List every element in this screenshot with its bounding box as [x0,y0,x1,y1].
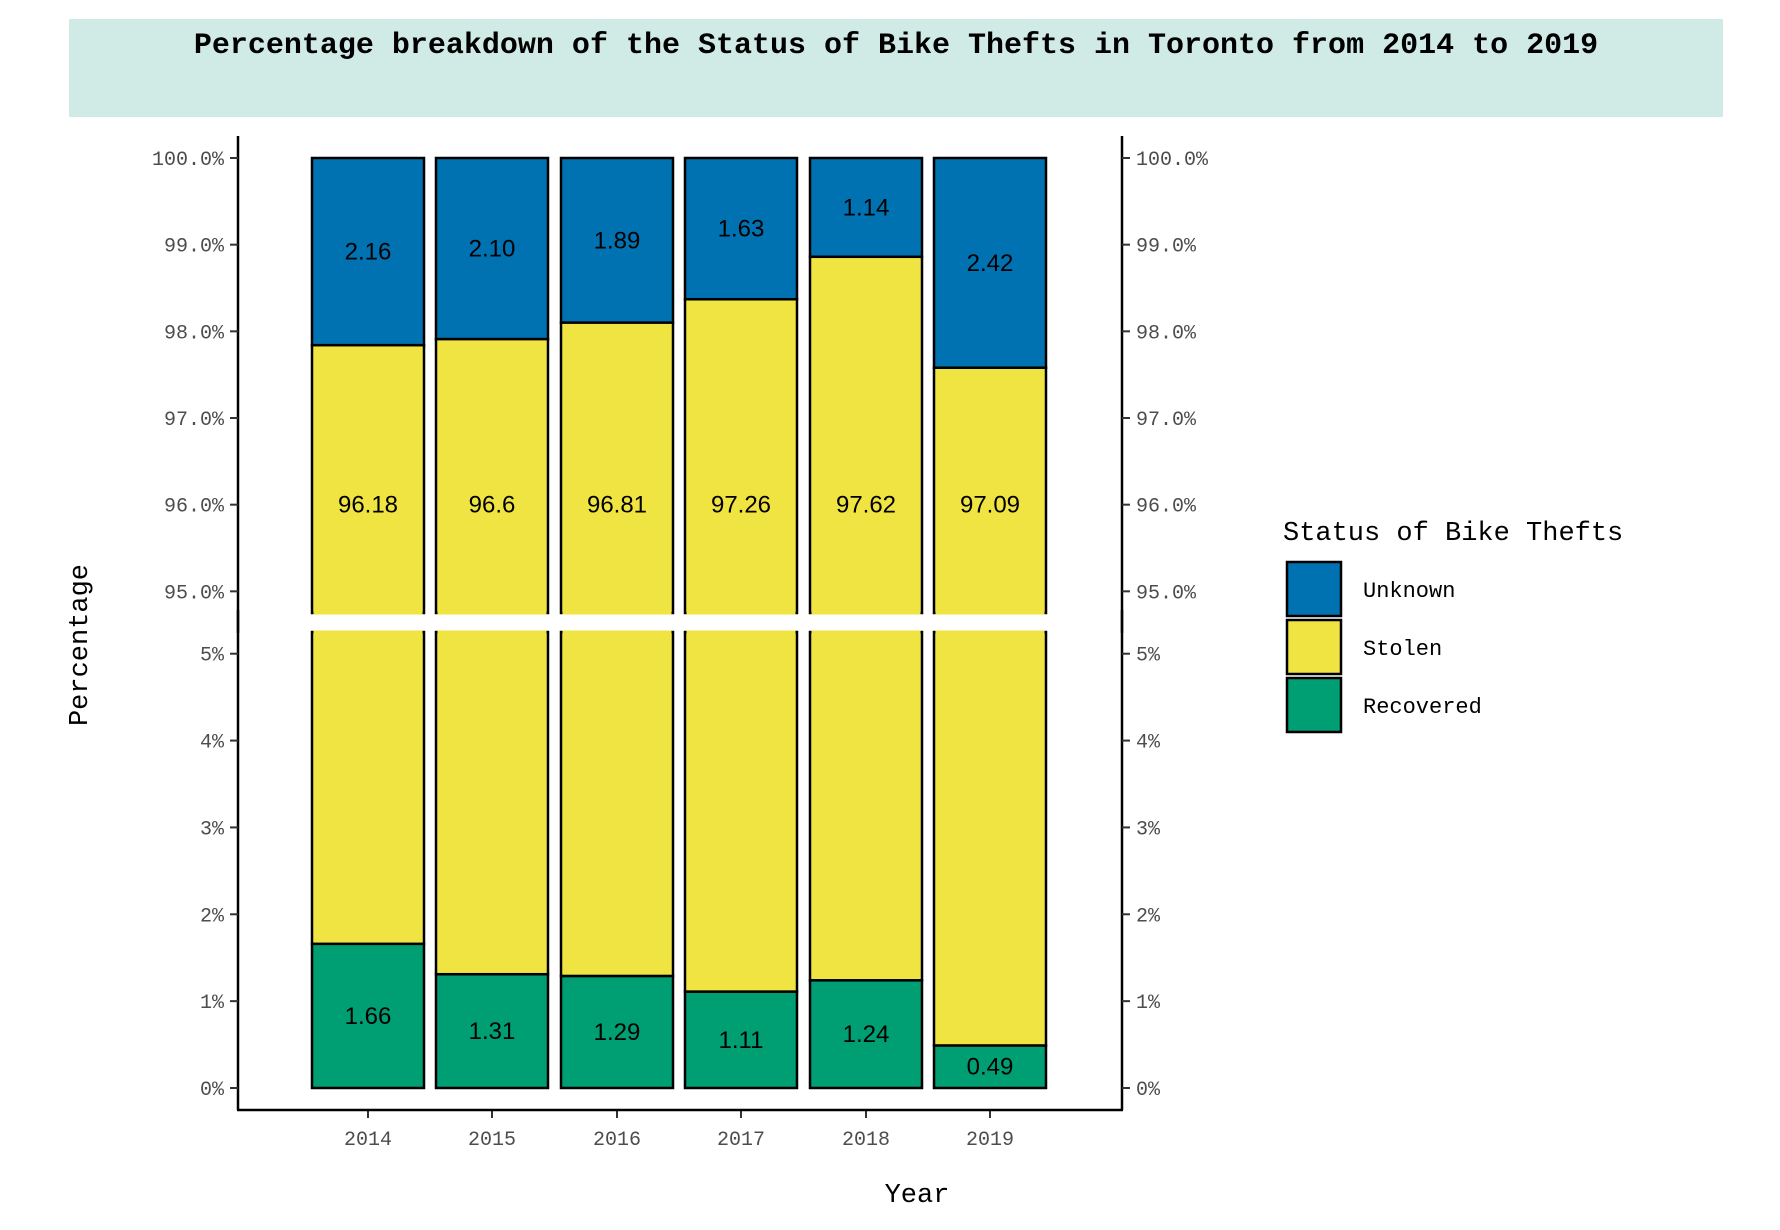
upper-right-tick-label: 98.0% [1136,322,1197,345]
label-stolen-2018: 97.62 [836,492,896,519]
label-unknown-2018: 1.14 [843,194,890,221]
lower-right-tick-label: 4% [1136,732,1161,755]
lower-left-tick-label: 0% [200,1079,225,1102]
bar-unknown-2014 [310,156,426,347]
label-stolen-2016: 96.81 [587,492,647,519]
legend-swatch-unknown [1285,560,1343,618]
label-unknown-2014: 2.16 [345,239,392,266]
bar-stolen-upper-2019 [932,366,1048,615]
bar-unknown-2017 [683,156,799,301]
lower-left-tick-label: 5% [200,645,225,668]
label-unknown-2017: 1.63 [718,216,765,243]
label-unknown-2019: 2.42 [967,250,1014,277]
legend-label-unknown: Unknown [1363,579,1455,604]
lower-left-tick-label: 3% [200,818,225,841]
label-unknown-2016: 1.89 [594,227,641,254]
lower-right-tick-label: 1% [1136,992,1161,1015]
data-labels-layer: 1.66 96.18 2.16 1.31 96.6 2.10 1.29 96.81 1.89 1.… [338,194,1020,1080]
label-stolen-2014: 96.18 [338,492,398,519]
label-recovered-2016: 1.29 [594,1019,641,1046]
upper-right-tick-label: 100.0% [1136,149,1209,172]
legend-swatch-recovered [1285,676,1343,734]
label-stolen-2019: 97.09 [960,492,1020,519]
bar-stolen-lower-2017 [683,630,799,993]
upper-right-tick-label: 99.0% [1136,236,1197,259]
label-unknown-2015: 2.10 [469,236,516,263]
lower-right-tick-label: 3% [1136,818,1161,841]
legend-swatch-stolen [1285,618,1343,676]
bar-stolen-lower-2014 [310,630,426,946]
label-recovered-2014: 1.66 [345,1003,392,1030]
lower-left-tick-label: 1% [200,992,225,1015]
bar-stolen-lower-2018 [808,630,924,982]
y-axis-title: Percentage [66,564,96,726]
title-band: Percentage breakdown of the Status of Bi… [69,19,1723,117]
x-tick-label-2016: 2016 [593,1129,641,1152]
bar-stolen-lower-2015 [434,630,550,976]
bar-stolen-upper-2015 [434,337,550,615]
legend-title: Status of Bike Thefts [1283,519,1623,549]
upper-left-tick-label: 98.0% [164,322,225,345]
bar-stolen-lower-2016 [559,630,675,978]
legend: Status of Bike Thefts Unknown Stolen Recove… [1283,519,1623,734]
bar-stolen-upper-2016 [559,321,675,615]
bar-recovered-2017 [683,990,799,1090]
label-recovered-2018: 1.24 [843,1021,890,1048]
label-stolen-2015: 96.6 [469,492,516,519]
upper-right-tick-label: 97.0% [1136,409,1197,432]
x-axis-title: Year [885,1181,950,1211]
axes-layer: 2014 2015 2016 2017 2018 2019 95.0% 95.0% 96.0% 9… [152,136,1209,1152]
bar-stolen-upper-2017 [683,298,799,615]
bar-recovered-2015 [434,972,550,1090]
upper-left-tick-label: 99.0% [164,236,225,259]
lower-right-tick-label: 2% [1136,905,1161,928]
upper-left-tick-label: 100.0% [152,149,225,172]
bar-recovered-2016 [559,974,675,1090]
bar-stolen-upper-2018 [808,255,924,615]
lower-left-tick-label: 2% [200,905,225,928]
bar-unknown-2018 [808,156,924,259]
upper-left-tick-label: 96.0% [164,496,225,519]
bar-recovered-2018 [808,979,924,1090]
bar-stolen-upper-2014 [310,343,426,615]
x-tick-label-2014: 2014 [344,1129,392,1152]
x-tick-label-2019: 2019 [966,1129,1014,1152]
bar-recovered-2014 [310,942,426,1090]
bar-unknown-2016 [559,156,675,324]
bar-unknown-2019 [932,156,1048,369]
upper-right-tick-label: 95.0% [1136,582,1197,605]
upper-left-tick-label: 97.0% [164,409,225,432]
chart-title: Percentage breakdown of the Status of Bi… [193,29,1599,63]
label-recovered-2015: 1.31 [469,1018,516,1045]
x-tick-label-2015: 2015 [468,1129,516,1152]
lower-right-tick-label: 5% [1136,645,1161,668]
upper-left-tick-label: 95.0% [164,582,225,605]
bars-layer [310,156,1048,1090]
lower-right-tick-label: 0% [1136,1079,1161,1102]
lower-left-tick-label: 4% [200,732,225,755]
label-recovered-2019: 0.49 [967,1054,1014,1081]
label-recovered-2017: 1.11 [719,1027,764,1054]
legend-label-recovered: Recovered [1363,695,1482,720]
x-tick-label-2017: 2017 [717,1129,765,1152]
upper-right-tick-label: 96.0% [1136,496,1197,519]
bar-stolen-lower-2019 [932,630,1048,1047]
label-stolen-2017: 97.26 [711,492,771,519]
legend-label-stolen: Stolen [1363,637,1442,662]
x-tick-label-2018: 2018 [842,1129,890,1152]
